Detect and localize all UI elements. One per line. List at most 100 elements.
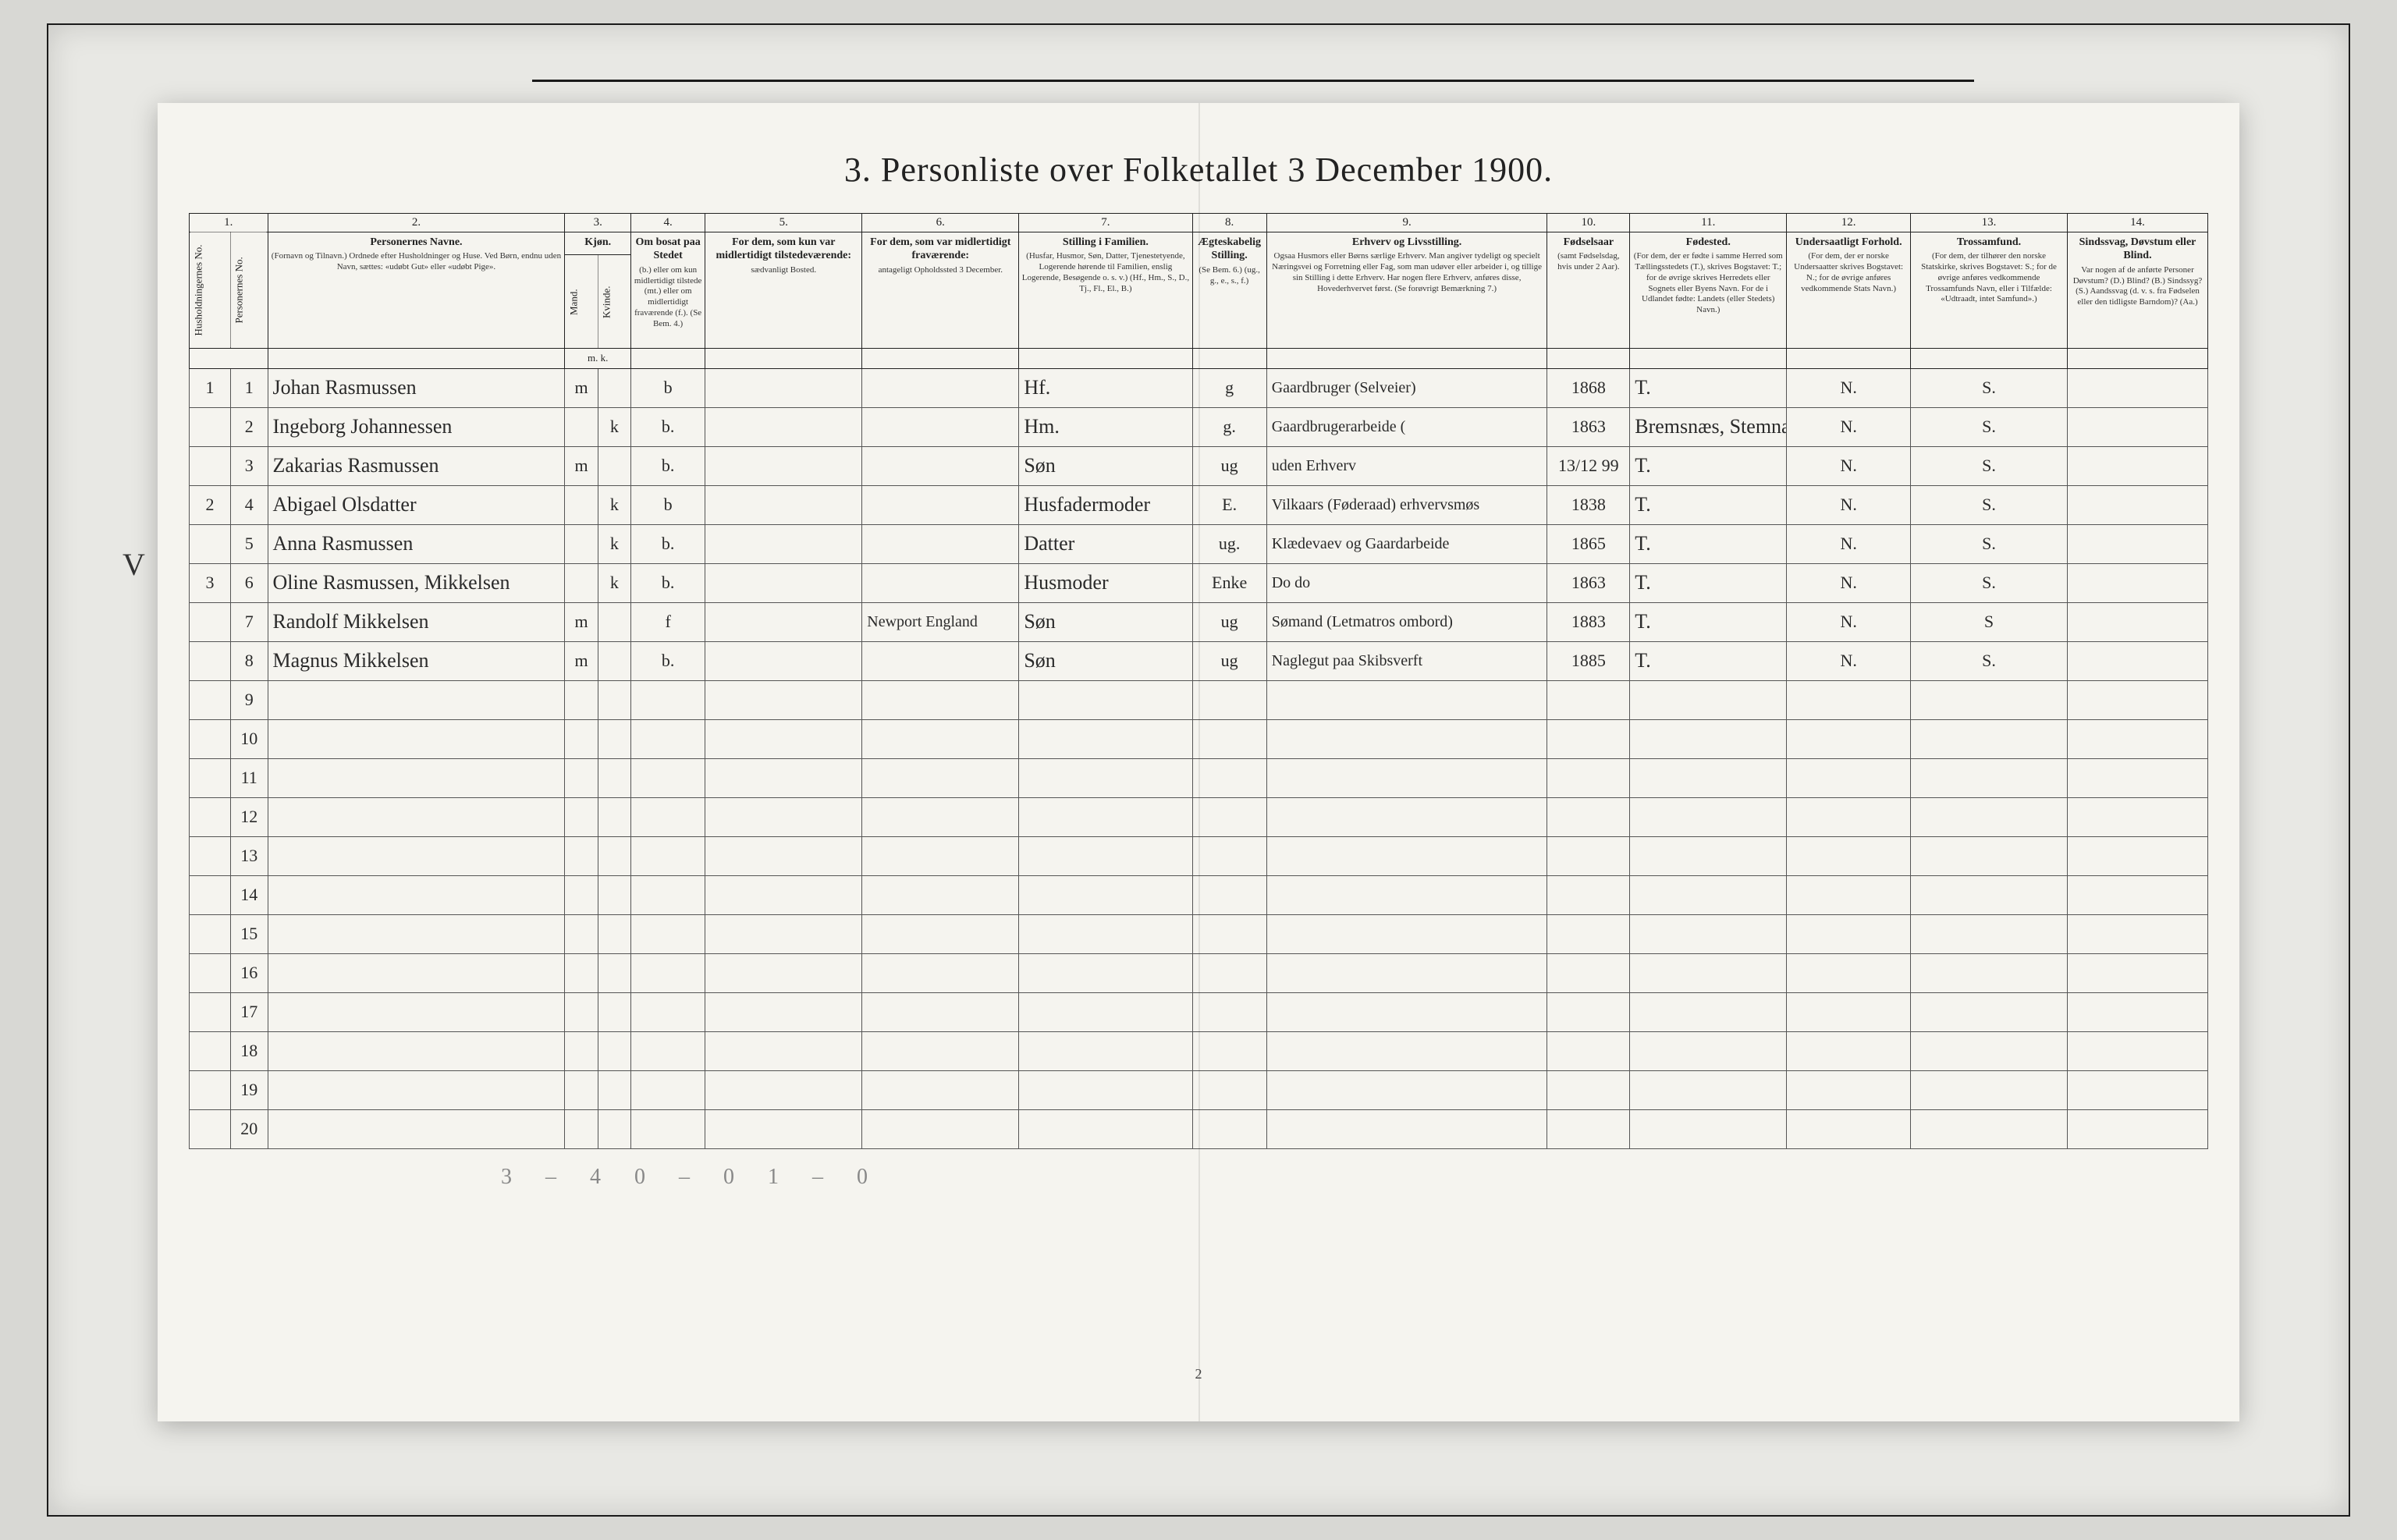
cell-absent-location bbox=[862, 563, 1019, 602]
header-disability: Sindssvag, Døvstum eller Blind. Var noge… bbox=[2068, 232, 2208, 349]
cell-nationality bbox=[1787, 836, 1911, 875]
cell-nationality bbox=[1787, 797, 1911, 836]
cell-birthplace bbox=[1630, 758, 1787, 797]
cell-family-position: Husfadermoder bbox=[1019, 485, 1192, 524]
cell-birthplace bbox=[1630, 1031, 1787, 1070]
cell-birthyear bbox=[1547, 797, 1630, 836]
cell-occupation: Gaardbrugerarbeide ( bbox=[1266, 407, 1547, 446]
cell-marital: ug bbox=[1192, 641, 1266, 680]
cell-sex-k bbox=[598, 680, 630, 719]
header-nationality: Undersaatligt Forhold. (For dem, der er … bbox=[1787, 232, 1911, 349]
cell-absent-location bbox=[862, 719, 1019, 758]
cell-birthyear: 13/12 99 bbox=[1547, 446, 1630, 485]
cell-marital bbox=[1192, 680, 1266, 719]
cell-occupation bbox=[1266, 914, 1547, 953]
col-num-14: 14. bbox=[2068, 214, 2208, 232]
cell-disability bbox=[2068, 797, 2208, 836]
cell-nationality bbox=[1787, 719, 1911, 758]
cell-occupation bbox=[1266, 680, 1547, 719]
cell-nationality bbox=[1787, 680, 1911, 719]
header-birthyear-title: Fødselsaar bbox=[1550, 236, 1627, 250]
cell-nationality bbox=[1787, 758, 1911, 797]
cell-usual-residence bbox=[705, 953, 862, 992]
cell-name bbox=[268, 1109, 565, 1148]
header-temp-present-sub: sædvanligt Bosted. bbox=[708, 265, 859, 276]
cell-birthplace bbox=[1630, 992, 1787, 1031]
cell-person-no: 20 bbox=[230, 1109, 268, 1148]
cell-resident-status: f bbox=[631, 602, 705, 641]
header-names-sub: (Fornavn og Tilnavn.) Ordnede efter Hush… bbox=[271, 251, 563, 273]
cell-marital bbox=[1192, 758, 1266, 797]
cell-occupation bbox=[1266, 1070, 1547, 1109]
cell-disability bbox=[2068, 1070, 2208, 1109]
cell-sex-m bbox=[565, 407, 598, 446]
cell-marital bbox=[1192, 719, 1266, 758]
cell-absent-location bbox=[862, 524, 1019, 563]
header-birthyear-sub: (samt Fødselsdag, hvis under 2 Aar). bbox=[1550, 251, 1627, 273]
cell-sex-k bbox=[598, 875, 630, 914]
cell-marital bbox=[1192, 1070, 1266, 1109]
cell-occupation bbox=[1266, 875, 1547, 914]
cell-absent-location bbox=[862, 836, 1019, 875]
col-num-1: 1. bbox=[190, 214, 268, 232]
header-family-position: Stilling i Familien. (Husfar, Husmor, Sø… bbox=[1019, 232, 1192, 349]
cell-religion: S. bbox=[1910, 407, 2067, 446]
col-num-7: 7. bbox=[1019, 214, 1192, 232]
cell-marital bbox=[1192, 953, 1266, 992]
cell-birthplace bbox=[1630, 875, 1787, 914]
cell-person-no: 5 bbox=[230, 524, 268, 563]
cell-nationality: N. bbox=[1787, 446, 1911, 485]
header-sex-m-label: Mand. bbox=[567, 289, 579, 315]
cell-occupation: Sømand (Letmatros ombord) bbox=[1266, 602, 1547, 641]
header-blank-9 bbox=[1266, 349, 1547, 368]
cell-religion bbox=[1910, 836, 2067, 875]
cell-religion: S. bbox=[1910, 485, 2067, 524]
cell-usual-residence bbox=[705, 368, 862, 407]
header-nationality-sub: (For dem, der er norske Undersaatter skr… bbox=[1789, 251, 1908, 294]
cell-birthyear bbox=[1547, 680, 1630, 719]
cell-marital bbox=[1192, 992, 1266, 1031]
cell-usual-residence bbox=[705, 485, 862, 524]
cell-birthplace: T. bbox=[1630, 641, 1787, 680]
cell-marital: ug. bbox=[1192, 524, 1266, 563]
cell-sex-m bbox=[565, 524, 598, 563]
col-num-8: 8. bbox=[1192, 214, 1266, 232]
cell-resident-status: b. bbox=[631, 524, 705, 563]
cell-disability bbox=[2068, 407, 2208, 446]
cell-person-no: 12 bbox=[230, 797, 268, 836]
cell-birthyear bbox=[1547, 1031, 1630, 1070]
header-birthplace-sub: (For dem, der er fødte i samme Herred so… bbox=[1632, 251, 1784, 316]
cell-name bbox=[268, 797, 565, 836]
cell-occupation bbox=[1266, 758, 1547, 797]
cell-birthyear bbox=[1547, 992, 1630, 1031]
cell-disability bbox=[2068, 1031, 2208, 1070]
cell-family-position bbox=[1019, 797, 1192, 836]
cell-marital: g. bbox=[1192, 407, 1266, 446]
cell-usual-residence bbox=[705, 719, 862, 758]
cell-person-no: 18 bbox=[230, 1031, 268, 1070]
cell-sex-k bbox=[598, 1031, 630, 1070]
cell-absent-location bbox=[862, 875, 1019, 914]
cell-person-no: 16 bbox=[230, 953, 268, 992]
cell-person-no: 11 bbox=[230, 758, 268, 797]
cell-person-no: 8 bbox=[230, 641, 268, 680]
cell-name: Randolf Mikkelsen bbox=[268, 602, 565, 641]
cell-religion bbox=[1910, 914, 2067, 953]
cell-birthyear bbox=[1547, 836, 1630, 875]
cell-birthplace bbox=[1630, 953, 1787, 992]
cell-marital bbox=[1192, 1031, 1266, 1070]
cell-person-no: 1 bbox=[230, 368, 268, 407]
top-border-artifact bbox=[532, 80, 1974, 82]
cell-family-position bbox=[1019, 1109, 1192, 1148]
cell-family-position: Datter bbox=[1019, 524, 1192, 563]
cell-household-no bbox=[190, 680, 231, 719]
cell-nationality: N. bbox=[1787, 524, 1911, 563]
cell-name: Magnus Mikkelsen bbox=[268, 641, 565, 680]
cell-nationality: N. bbox=[1787, 485, 1911, 524]
cell-sex-k bbox=[598, 641, 630, 680]
cell-disability bbox=[2068, 485, 2208, 524]
cell-household-no bbox=[190, 992, 231, 1031]
cell-birthplace bbox=[1630, 1109, 1787, 1148]
cell-sex-m bbox=[565, 914, 598, 953]
header-temp-absent-sub: antageligt Opholdssted 3 December. bbox=[865, 265, 1016, 276]
